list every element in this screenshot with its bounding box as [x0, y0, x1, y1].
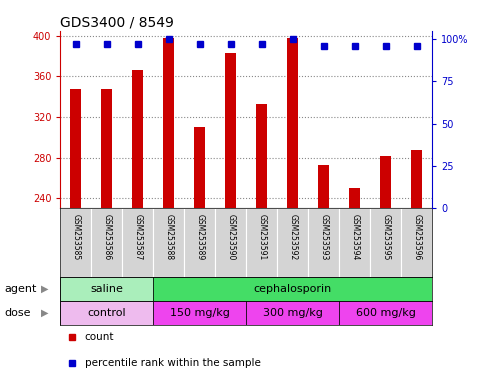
- Text: count: count: [85, 332, 114, 342]
- Bar: [154, 277, 432, 301]
- Bar: [132, 70, 143, 209]
- Text: saline: saline: [90, 284, 123, 294]
- Bar: [60, 209, 91, 277]
- Bar: [349, 188, 360, 209]
- Text: GSM253589: GSM253589: [195, 214, 204, 260]
- Text: GSM253590: GSM253590: [227, 214, 235, 260]
- Text: GSM253588: GSM253588: [164, 214, 173, 260]
- Bar: [412, 149, 422, 209]
- Bar: [154, 301, 246, 324]
- Bar: [122, 209, 154, 277]
- Text: GSM253585: GSM253585: [71, 214, 80, 260]
- Bar: [339, 301, 432, 324]
- Bar: [185, 209, 215, 277]
- Bar: [287, 38, 298, 209]
- Bar: [226, 53, 236, 209]
- Bar: [101, 89, 112, 209]
- Bar: [60, 301, 154, 324]
- Text: ▶: ▶: [41, 284, 49, 294]
- Text: GSM253592: GSM253592: [288, 214, 298, 260]
- Bar: [308, 209, 339, 277]
- Text: GSM253587: GSM253587: [133, 214, 142, 260]
- Bar: [71, 89, 81, 209]
- Text: percentile rank within the sample: percentile rank within the sample: [85, 358, 260, 368]
- Text: 600 mg/kg: 600 mg/kg: [356, 308, 416, 318]
- Text: GSM253595: GSM253595: [381, 214, 390, 260]
- Bar: [339, 209, 370, 277]
- Bar: [154, 209, 185, 277]
- Text: cephalosporin: cephalosporin: [254, 284, 332, 294]
- Bar: [277, 209, 308, 277]
- Bar: [370, 209, 401, 277]
- Bar: [91, 209, 122, 277]
- Bar: [318, 165, 329, 209]
- Bar: [215, 209, 246, 277]
- Text: 300 mg/kg: 300 mg/kg: [263, 308, 323, 318]
- Text: GSM253586: GSM253586: [102, 214, 112, 260]
- Bar: [60, 277, 154, 301]
- Bar: [246, 301, 339, 324]
- Text: GSM253593: GSM253593: [319, 214, 328, 260]
- Bar: [401, 209, 432, 277]
- Bar: [163, 38, 174, 209]
- Text: ▶: ▶: [41, 308, 49, 318]
- Text: agent: agent: [5, 284, 37, 294]
- Text: control: control: [87, 308, 126, 318]
- Text: 150 mg/kg: 150 mg/kg: [170, 308, 230, 318]
- Text: GSM253591: GSM253591: [257, 214, 266, 260]
- Text: dose: dose: [5, 308, 31, 318]
- Bar: [195, 127, 205, 209]
- Text: GSM253596: GSM253596: [412, 214, 421, 260]
- Bar: [256, 104, 267, 209]
- Bar: [246, 209, 277, 277]
- Text: GSM253594: GSM253594: [350, 214, 359, 260]
- Bar: [381, 156, 391, 209]
- Text: GDS3400 / 8549: GDS3400 / 8549: [60, 16, 174, 30]
